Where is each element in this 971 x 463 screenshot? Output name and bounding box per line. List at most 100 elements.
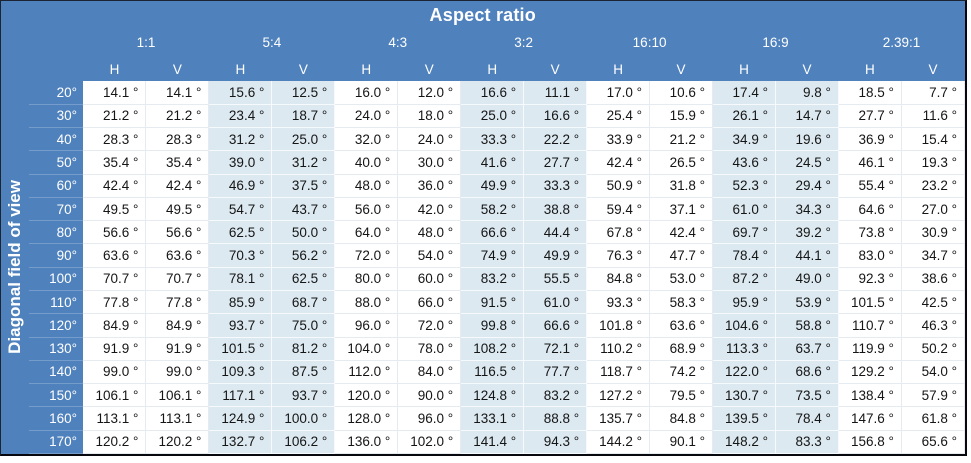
value-cell: 49.5 ° (145, 197, 210, 222)
value-cell: 11.1 ° (523, 80, 588, 105)
value-cell: 34.7 ° (901, 243, 966, 268)
value-cell: 70.3 ° (208, 243, 273, 268)
value-cell: 30.0 ° (397, 150, 462, 175)
value-cell: 28.3 ° (83, 127, 147, 152)
row-label: 120° (29, 313, 83, 338)
value-cell: 68.7 ° (271, 290, 336, 315)
value-cell: 129.2 ° (838, 360, 902, 385)
value-cell: 38.6 ° (901, 267, 966, 291)
value-cell: 24.0 ° (397, 127, 462, 152)
value-cell: 133.1 ° (460, 406, 525, 431)
value-cell: 12.0 ° (397, 80, 462, 105)
value-cell: 40.0 ° (334, 150, 399, 175)
value-cell: 84.0 ° (397, 360, 462, 385)
value-cell: 37.5 ° (271, 174, 336, 198)
value-cell: 120.0 ° (334, 383, 399, 408)
value-cell: 70.7 ° (145, 267, 210, 291)
value-cell: 42.4 ° (83, 174, 147, 198)
value-cell: 88.8 ° (523, 406, 588, 431)
value-cell: 83.2 ° (523, 383, 588, 408)
value-cell: 21.2 ° (649, 127, 714, 152)
value-cell: 41.6 ° (460, 150, 525, 175)
value-cell: 144.2 ° (586, 430, 651, 455)
value-cell: 58.3 ° (649, 290, 714, 315)
value-cell: 112.0 ° (334, 360, 399, 385)
value-cell: 24.0 ° (334, 104, 399, 129)
value-cell: 72.1 ° (523, 337, 588, 361)
value-cell: 99.0 ° (83, 360, 147, 385)
value-cell: 54.0 ° (901, 360, 966, 385)
value-cell: 127.2 ° (586, 383, 651, 408)
value-cell: 49.0 ° (775, 267, 839, 291)
group-header-4-3: 4:3 (388, 35, 408, 50)
value-cell: 15.6 ° (208, 80, 273, 105)
value-cell: 73.8 ° (838, 220, 902, 245)
sub-header-v: V (424, 61, 434, 77)
value-cell: 74.9 ° (460, 243, 525, 268)
value-cell: 118.7 ° (586, 360, 651, 385)
value-cell: 120.2 ° (145, 430, 210, 455)
row-label: 80° (29, 220, 83, 245)
table-row: 60° 42.4 ° 42.4 ° 46.9 ° 37.5 ° 48.0 ° 36.0 ° 4… (1, 174, 966, 198)
value-cell: 62.5 ° (208, 220, 273, 245)
value-cell: 113.1 ° (145, 406, 210, 431)
value-cell: 78.0 ° (397, 337, 462, 361)
value-cell: 32.0 ° (334, 127, 399, 152)
table-row: 100° 70.7 ° 70.7 ° 78.1 ° 62.5 ° 80.0 ° 60.0 °… (1, 267, 966, 291)
value-cell: 15.9 ° (649, 104, 714, 129)
value-cell: 66.6 ° (460, 220, 525, 245)
value-cell: 27.0 ° (901, 197, 966, 222)
value-cell: 66.6 ° (523, 313, 588, 338)
value-cell: 30.9 ° (901, 220, 966, 245)
value-cell: 55.5 ° (523, 267, 588, 291)
value-cell: 138.4 ° (838, 383, 902, 408)
value-cell: 35.4 ° (83, 150, 147, 175)
sub-header-h: H (109, 61, 120, 77)
value-cell: 61.0 ° (712, 197, 776, 222)
value-cell: 29.4 ° (775, 174, 839, 198)
value-cell: 21.2 ° (83, 104, 147, 129)
value-cell: 84.8 ° (649, 406, 714, 431)
row-label: 130° (29, 337, 83, 361)
value-cell: 46.1 ° (838, 150, 902, 175)
value-cell: 16.6 ° (460, 80, 525, 105)
row-label: 40° (29, 127, 83, 152)
value-cell: 54.0 ° (397, 243, 462, 268)
value-cell: 101.8 ° (586, 313, 651, 338)
sub-header-v: V (676, 61, 686, 77)
row-label: 60° (29, 174, 83, 198)
row-label: 70° (29, 197, 83, 222)
value-cell: 28.3 ° (145, 127, 210, 152)
value-cell: 9.8 ° (775, 80, 839, 105)
value-cell: 36.0 ° (397, 174, 462, 198)
value-cell: 44.1 ° (775, 243, 839, 268)
value-cell: 95.9 ° (712, 290, 776, 315)
sub-header-h: H (739, 61, 749, 77)
group-header-5-4: 5:4 (262, 35, 282, 50)
row-label: 160° (29, 406, 83, 431)
value-cell: 91.5 ° (460, 290, 525, 315)
value-cell: 48.0 ° (334, 174, 399, 198)
value-cell: 76.3 ° (586, 243, 651, 268)
value-cell: 70.7 ° (83, 267, 147, 291)
value-cell: 104.0 ° (334, 337, 399, 361)
value-cell: 77.8 ° (145, 290, 210, 315)
row-label: 140° (29, 360, 83, 385)
value-cell: 90.0 ° (397, 383, 462, 408)
value-cell: 44.4 ° (523, 220, 588, 245)
value-cell: 80.0 ° (334, 267, 399, 291)
value-cell: 14.1 ° (145, 80, 210, 105)
value-cell: 54.7 ° (208, 197, 273, 222)
sub-header-v: V (298, 61, 308, 77)
value-cell: 63.6 ° (145, 243, 210, 268)
value-cell: 36.9 ° (838, 127, 902, 152)
value-cell: 19.3 ° (901, 150, 966, 175)
row-label: 30° (29, 104, 83, 129)
value-cell: 92.3 ° (838, 267, 902, 291)
value-cell: 93.7 ° (208, 313, 273, 338)
value-cell: 16.6 ° (523, 104, 588, 129)
value-cell: 52.3 ° (712, 174, 776, 198)
header-spacer (1, 29, 83, 55)
sub-header-v: V (172, 61, 182, 77)
